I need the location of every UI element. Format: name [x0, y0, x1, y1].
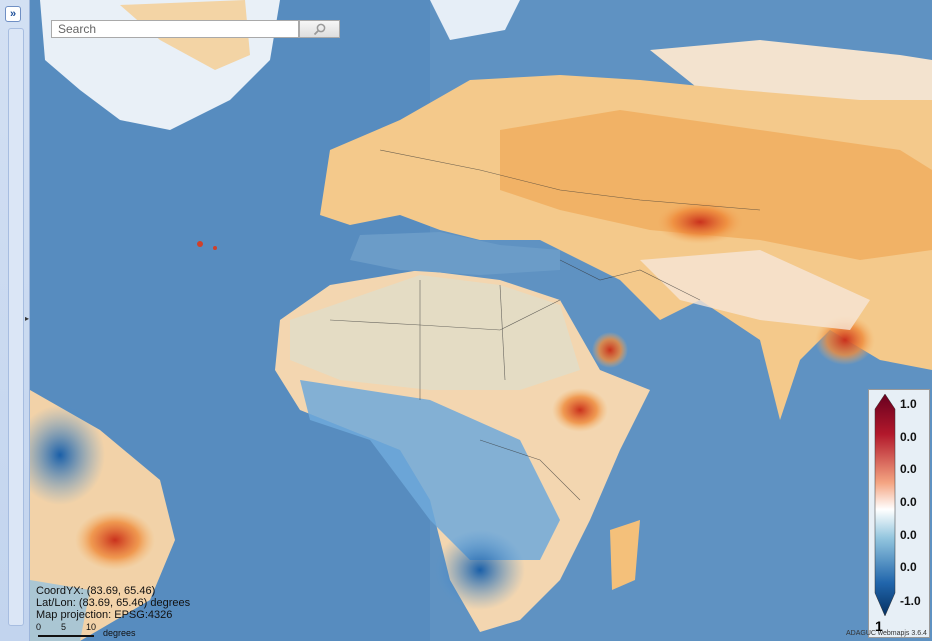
scale-line — [38, 635, 94, 637]
mediterranean-sea — [350, 232, 560, 275]
legend-label: 0.0 — [900, 495, 917, 509]
legend-label: 0.0 — [900, 560, 917, 574]
scale-tick: 10 — [86, 622, 97, 632]
chevron-right-icon[interactable]: ▸ — [25, 314, 30, 323]
scale-tick: 0 — [36, 622, 42, 632]
coord-projection: Map projection: EPSG:4326 — [36, 609, 173, 621]
scale-unit: degrees — [103, 628, 136, 638]
legend-label: 0.0 — [900, 430, 917, 444]
expand-sidebar-button[interactable]: » — [5, 6, 21, 22]
coordinate-readout: CoordYX: (83.69, 65.46) Lat/Lon: (83.69,… — [36, 585, 190, 621]
coord-latlon: Lat/Lon: (83.69, 65.46) degrees — [36, 597, 191, 609]
scale-tick: 5 — [61, 622, 67, 632]
color-legend: 1.0 0.0 0.0 0.0 0.0 0.0 -1.0 1 — [868, 389, 930, 638]
left-sidebar: » — [0, 0, 30, 641]
legend-label: 0.0 — [900, 462, 917, 476]
scale-bar: 0 5 10 — [36, 622, 97, 637]
legend-label: 0.0 — [900, 528, 917, 542]
coord-yx: CoordYX: (83.69, 65.46) — [36, 585, 156, 597]
sidebar-rail[interactable] — [8, 28, 24, 626]
legend-unit: 1 — [875, 618, 883, 634]
search-input[interactable] — [51, 20, 299, 38]
legend-colorbar — [874, 393, 896, 617]
search-button[interactable] — [299, 20, 340, 38]
credit-text: ADAGUC webmapjs 3.6.4 — [846, 630, 927, 637]
search-icon — [313, 23, 326, 36]
legend-label: 1.0 — [900, 397, 917, 411]
legend-label: -1.0 — [900, 594, 921, 608]
